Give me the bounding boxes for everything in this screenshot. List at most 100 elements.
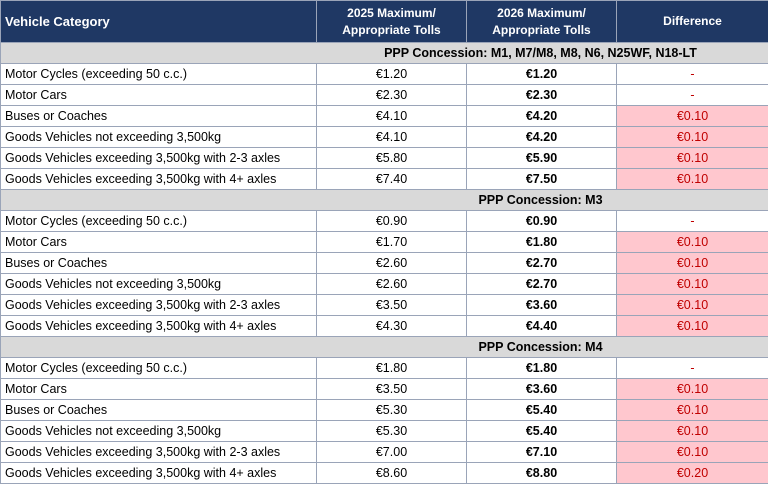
toll-2025: €4.10 [316,105,467,127]
data-row: Motor Cycles (exceeding 50 c.c.) €1.20 €1.… [0,63,768,85]
toll-2026: €2.70 [466,273,617,295]
vehicle-category: Goods Vehicles exceeding 3,500kg with 2-… [0,294,317,316]
vehicle-category: Goods Vehicles exceeding 3,500kg with 4+… [0,315,317,337]
difference: €0.10 [616,126,768,148]
toll-2025: €7.00 [316,441,467,463]
column-header: 2026 Maximum/ Appropriate Tolls [466,0,617,43]
difference: €0.10 [616,252,768,274]
section-row: PPP Concession: M3 [0,189,768,211]
data-row: Goods Vehicles exceeding 3,500kg with 2-… [0,147,768,169]
toll-2025: €3.50 [316,294,467,316]
data-row: Buses or Coaches €2.60 €2.70 €0.10 [0,252,768,274]
toll-2026: €3.60 [466,378,617,400]
section-title: PPP Concession: M3 [0,189,768,211]
column-header: 2025 Maximum/ Appropriate Tolls [316,0,467,43]
data-row: Goods Vehicles exceeding 3,500kg with 2-… [0,294,768,316]
toll-2026: €0.90 [466,210,617,232]
vehicle-category: Motor Cycles (exceeding 50 c.c.) [0,210,317,232]
difference: €0.10 [616,147,768,169]
data-row: Motor Cycles (exceeding 50 c.c.) €1.80 €1.… [0,357,768,379]
toll-2025: €1.20 [316,63,467,85]
vehicle-category: Goods Vehicles exceeding 3,500kg with 4+… [0,462,317,484]
data-row: Buses or Coaches €4.10 €4.20 €0.10 [0,105,768,127]
toll-2026: €1.80 [466,357,617,379]
toll-2025: €1.80 [316,357,467,379]
table-body: PPP Concession: M1, M7/M8, M8, N6, N25WF… [0,42,768,484]
toll-2025: €7.40 [316,168,467,190]
toll-2025: €2.30 [316,84,467,106]
difference: €0.10 [616,420,768,442]
difference: - [616,210,768,232]
difference: €0.10 [616,294,768,316]
vehicle-category: Buses or Coaches [0,105,317,127]
difference: - [616,357,768,379]
vehicle-category: Motor Cycles (exceeding 50 c.c.) [0,63,317,85]
vehicle-category: Buses or Coaches [0,399,317,421]
toll-2025: €3.50 [316,378,467,400]
vehicle-category: Goods Vehicles exceeding 3,500kg with 4+… [0,168,317,190]
data-row: Goods Vehicles exceeding 3,500kg with 4+… [0,315,768,337]
data-row: Motor Cars €3.50 €3.60 €0.10 [0,378,768,400]
table-header: Vehicle Category 2025 Maximum/ Appropriat… [0,0,768,43]
toll-2025: €0.90 [316,210,467,232]
toll-2026: €2.30 [466,84,617,106]
data-row: Goods Vehicles not exceeding 3,500kg €5.3… [0,420,768,442]
data-row: Goods Vehicles exceeding 3,500kg with 2-… [0,441,768,463]
toll-2026: €7.10 [466,441,617,463]
toll-2025: €5.30 [316,420,467,442]
toll-2026: €2.70 [466,252,617,274]
toll-2025: €8.60 [316,462,467,484]
difference: €0.10 [616,273,768,295]
difference: €0.10 [616,378,768,400]
data-row: Buses or Coaches €5.30 €5.40 €0.10 [0,399,768,421]
toll-2025: €4.30 [316,315,467,337]
section-title: PPP Concession: M1, M7/M8, M8, N6, N25WF… [0,42,768,64]
toll-2026: €1.80 [466,231,617,253]
difference: €0.10 [616,231,768,253]
difference: €0.10 [616,105,768,127]
vehicle-category: Goods Vehicles not exceeding 3,500kg [0,273,317,295]
toll-2026: €1.20 [466,63,617,85]
data-row: Motor Cars €2.30 €2.30- [0,84,768,106]
vehicle-category: Goods Vehicles not exceeding 3,500kg [0,126,317,148]
data-row: Motor Cars €1.70 €1.80 €0.10 [0,231,768,253]
vehicle-category: Motor Cars [0,84,317,106]
data-row: Goods Vehicles not exceeding 3,500kg €4.1… [0,126,768,148]
toll-2025: €2.60 [316,252,467,274]
toll-2026: €3.60 [466,294,617,316]
toll-2026: €4.20 [466,105,617,127]
data-row: Motor Cycles (exceeding 50 c.c.) €0.90 €0.… [0,210,768,232]
section-row: PPP Concession: M1, M7/M8, M8, N6, N25WF… [0,42,768,64]
toll-2025: €1.70 [316,231,467,253]
vehicle-category: Goods Vehicles exceeding 3,500kg with 2-… [0,441,317,463]
vehicle-category: Motor Cars [0,378,317,400]
vehicle-category: Buses or Coaches [0,252,317,274]
toll-2025: €5.80 [316,147,467,169]
vehicle-category: Goods Vehicles not exceeding 3,500kg [0,420,317,442]
difference: - [616,84,768,106]
toll-2026: €4.20 [466,126,617,148]
difference: - [616,63,768,85]
toll-2026: €5.40 [466,399,617,421]
column-header: Difference [616,0,768,43]
toll-2025: €4.10 [316,126,467,148]
difference: €0.10 [616,168,768,190]
difference: €0.10 [616,441,768,463]
toll-2026: €7.50 [466,168,617,190]
data-row: Goods Vehicles exceeding 3,500kg with 4+… [0,462,768,484]
data-row: Goods Vehicles not exceeding 3,500kg €2.6… [0,273,768,295]
section-row: PPP Concession: M4 [0,336,768,358]
vehicle-category: Motor Cycles (exceeding 50 c.c.) [0,357,317,379]
toll-2025: €2.60 [316,273,467,295]
vehicle-category: Motor Cars [0,231,317,253]
vehicle-category: Goods Vehicles exceeding 3,500kg with 2-… [0,147,317,169]
difference: €0.10 [616,315,768,337]
header-row: Vehicle Category 2025 Maximum/ Appropriat… [0,0,768,43]
data-row: Goods Vehicles exceeding 3,500kg with 4+… [0,168,768,190]
toll-2026: €5.40 [466,420,617,442]
toll-2026: €5.90 [466,147,617,169]
toll-2026: €8.80 [466,462,617,484]
toll-2025: €5.30 [316,399,467,421]
